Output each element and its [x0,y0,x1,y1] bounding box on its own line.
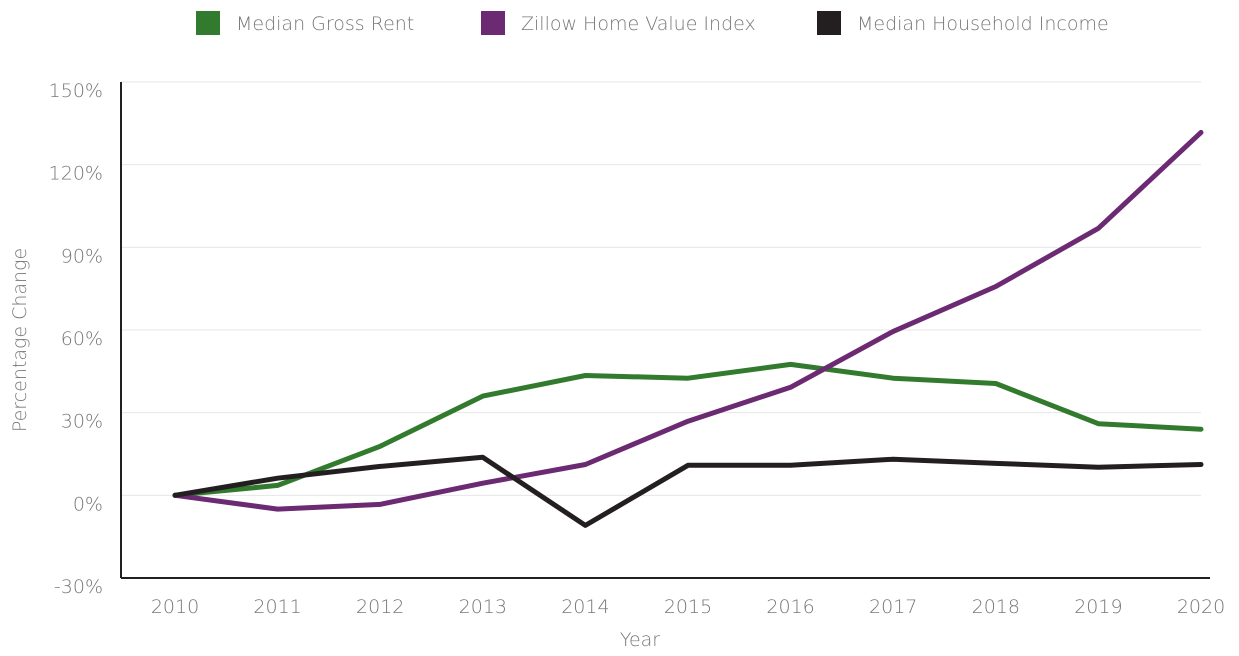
x-tick-label: 2010 [151,596,199,618]
y-tick-label: 90% [61,245,103,267]
y-axis-label: Percentage Change [9,248,31,432]
y-tick-label: -30% [54,576,103,598]
x-tick-label: 2014 [561,596,609,618]
y-tick-label: 60% [61,328,103,350]
legend-label: Median Household Income [857,13,1109,35]
legend-swatch [817,11,841,35]
x-tick-label: 2015 [664,596,712,618]
x-tick-label: 2016 [766,596,814,618]
data-line [172,454,1204,528]
legend-label: Median Gross Rent [236,13,414,35]
data-line [172,129,1204,512]
y-tick-label: 30% [61,411,103,433]
x-tick-label: 2019 [1074,596,1122,618]
x-tick-label: 2017 [869,596,917,618]
y-tick-label: 150% [49,80,103,102]
x-tick-label: 2020 [1177,596,1225,618]
legend-swatch [481,11,505,35]
x-tick-label: 2018 [972,596,1020,618]
x-tick-label: 2012 [356,596,404,618]
x-tick-label: 2013 [459,596,507,618]
legend-swatch [196,11,220,35]
y-tick-label: 0% [73,493,103,515]
x-tick-label: 2011 [253,596,301,618]
y-tick-label: 120% [49,163,103,185]
legend-label: Zillow Home Value Index [521,13,756,35]
data-line [172,361,1204,498]
x-axis-label: Year [620,629,660,651]
